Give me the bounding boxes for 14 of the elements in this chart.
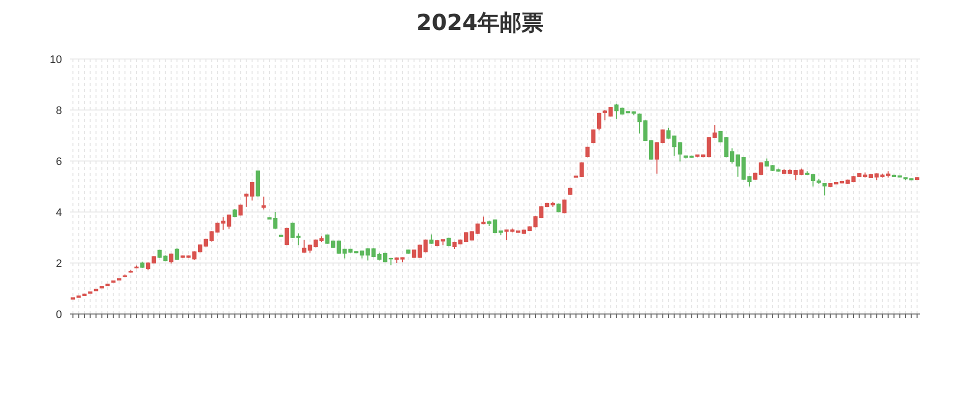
candlestick: [169, 253, 174, 264]
chart-title: 2024年邮票: [416, 11, 544, 36]
y-tick-label: 6: [56, 156, 62, 168]
candlestick: [562, 199, 567, 214]
candlestick: [262, 196, 266, 210]
y-tick-label: 0: [56, 308, 62, 321]
y-tick-label: 4: [56, 206, 62, 219]
y-tick-label: 10: [50, 54, 62, 66]
y-tick-label: 2: [56, 258, 62, 270]
candlestick: [596, 112, 602, 131]
candlestick: [429, 234, 434, 244]
candlestick: [174, 248, 180, 260]
candlestick: [822, 182, 827, 196]
y-tick-label: 8: [56, 104, 62, 117]
